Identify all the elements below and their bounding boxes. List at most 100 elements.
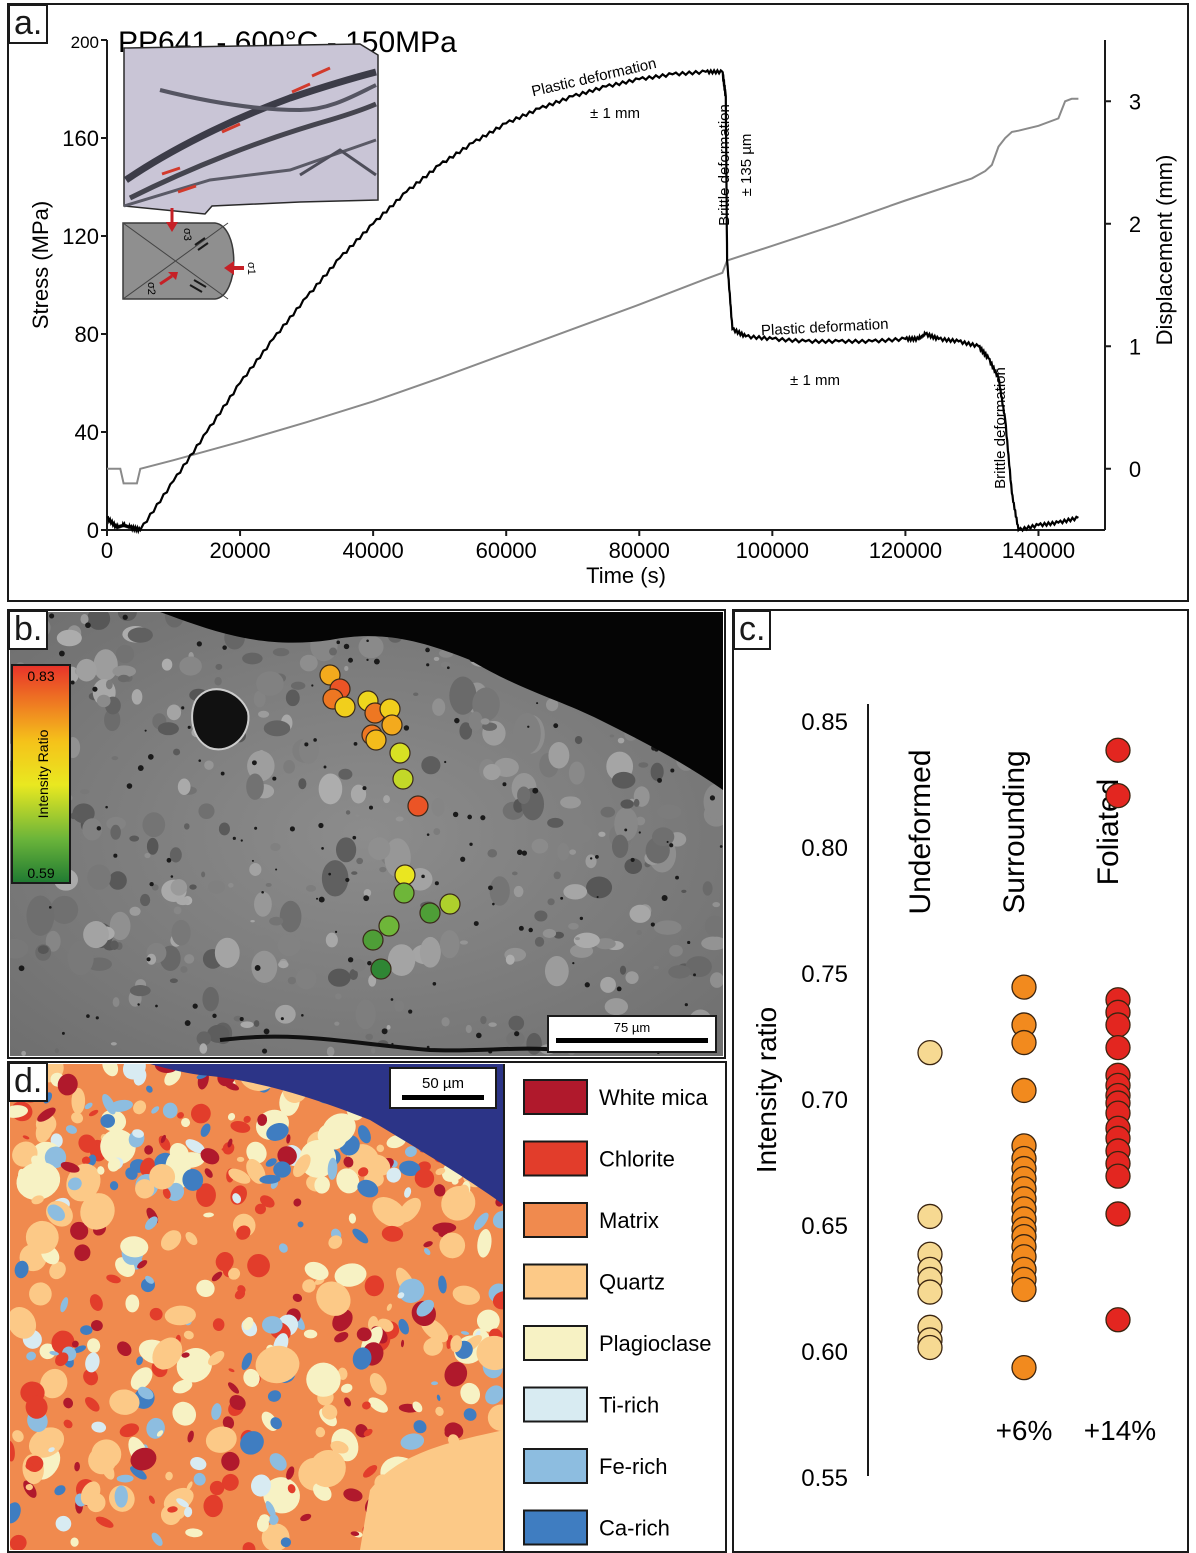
phase-grain [405, 1146, 417, 1157]
bse-grain [204, 760, 214, 770]
phase-grain [130, 1447, 157, 1471]
bse-grain [117, 674, 130, 683]
bse-grain [335, 993, 342, 1000]
bse-pore [467, 814, 472, 820]
bse-grain [598, 831, 606, 837]
phase-grain [266, 1122, 289, 1141]
surrounding-change-note: +6% [996, 1415, 1053, 1446]
bse-pore [348, 657, 353, 663]
bse-grain [131, 689, 143, 705]
bse-grain [129, 985, 151, 997]
bse-grain [704, 915, 723, 937]
phase-grain [208, 1350, 225, 1366]
panel-a-letter: a. [8, 4, 49, 44]
bse-grain [653, 920, 682, 935]
phase-grain [200, 1148, 220, 1165]
bse-grain [214, 677, 222, 686]
phase-grain [330, 1440, 349, 1454]
bse-grain [335, 837, 357, 863]
bse-grain [363, 889, 372, 897]
bse-grain [441, 1017, 450, 1027]
phase-grain [350, 1531, 360, 1536]
bse-grain [574, 824, 592, 843]
bse-pore [318, 822, 324, 829]
bse-pore [280, 1017, 284, 1021]
bse-grain [595, 938, 616, 950]
phase-grain [57, 1073, 78, 1096]
bse-grain [96, 694, 111, 708]
bse-grain [242, 652, 263, 665]
bse-grain [487, 849, 498, 858]
phase-grain [452, 1285, 480, 1305]
bse-pore [254, 965, 261, 971]
bse-pore [343, 643, 350, 650]
legend-swatch [523, 1448, 588, 1484]
bse-grain [432, 698, 446, 716]
intensity-spot [365, 729, 387, 751]
bse-grain [272, 648, 290, 657]
bse-grain [433, 828, 441, 836]
intensity-point [1011, 1276, 1037, 1303]
c-tick-label: 0.75 [801, 961, 848, 988]
c-tick-label: 0.85 [801, 709, 848, 736]
phase-grain [357, 1167, 369, 1177]
phase-grain [227, 1113, 236, 1121]
y-tick-label: 40 [75, 420, 99, 445]
phase-grain [37, 1107, 56, 1122]
phase-grain [133, 1068, 147, 1086]
phase-grain [16, 1147, 28, 1164]
bse-pore [232, 836, 236, 840]
phase-grain [255, 1345, 300, 1384]
bse-grain [480, 718, 490, 725]
intensity-ratio-ticks: 0.55 0.60 0.65 0.70 0.75 0.80 0.85 [801, 709, 848, 1492]
bse-pore [666, 840, 669, 843]
phase-grain [487, 1404, 504, 1431]
bse-grain [439, 930, 460, 959]
bse-grain [202, 986, 219, 1012]
phase-grain [336, 1168, 360, 1194]
bse-grain [547, 817, 564, 828]
bse-grain [277, 934, 301, 957]
phase-grain [228, 1368, 235, 1373]
phase-grain [356, 1327, 372, 1342]
phase-grain [228, 1168, 251, 1184]
bse-grain [355, 814, 360, 817]
c-tick-label: 0.80 [801, 835, 848, 862]
bse-grain [144, 852, 151, 859]
bse-pore [86, 1014, 90, 1018]
phase-grain [321, 1404, 338, 1420]
phase-grain [71, 1112, 84, 1124]
bse-grain [488, 1022, 497, 1027]
bse-grain [553, 871, 561, 880]
bse-pore [318, 896, 325, 903]
bse-grain [568, 922, 579, 930]
stress-series-line [106, 68, 1079, 535]
bse-pore [58, 650, 65, 657]
phase-grain [286, 1466, 295, 1480]
phase-grain [376, 1144, 385, 1153]
intensity-point [917, 1039, 943, 1066]
intensity-spots [319, 664, 461, 980]
phase-grain [184, 1506, 193, 1518]
phase-grain [87, 1154, 97, 1166]
bse-pore [536, 702, 539, 705]
phase-grain [460, 1331, 470, 1335]
phase-grain [451, 1178, 459, 1185]
bse-grain [151, 884, 159, 891]
phase-grain [334, 1263, 367, 1287]
bse-grain [112, 665, 137, 678]
y-tick-label: 160 [62, 126, 99, 151]
bse-pore [589, 857, 593, 860]
bse-grain [617, 737, 625, 744]
phase-grain [268, 1514, 279, 1525]
phase-grain [203, 1212, 215, 1218]
intensity-spot [394, 864, 416, 886]
bse-grain [112, 997, 120, 1008]
phase-grain [10, 1440, 15, 1462]
bse-grain [355, 999, 376, 1030]
bse-pore [426, 1045, 430, 1049]
panel-c-y-label: Intensity ratio [751, 1007, 782, 1174]
phase-grain [95, 1516, 114, 1528]
phase-grain [269, 1453, 287, 1471]
phase-grain [183, 1330, 194, 1340]
